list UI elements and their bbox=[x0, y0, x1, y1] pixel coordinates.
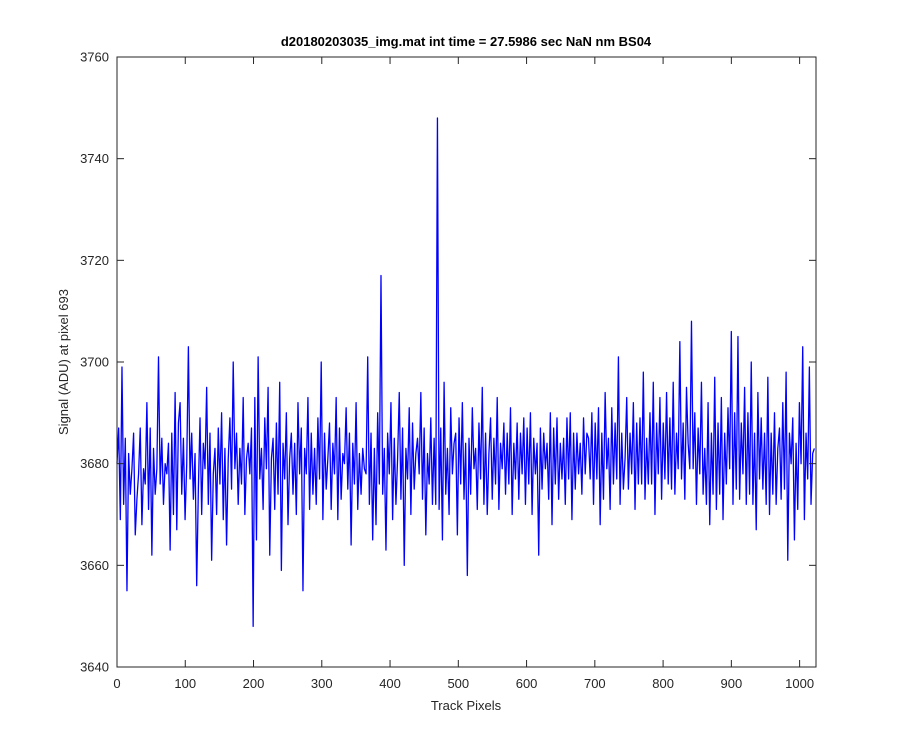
x-tick-label: 1000 bbox=[785, 676, 814, 691]
x-tick-label: 800 bbox=[652, 676, 674, 691]
x-tick-label: 0 bbox=[113, 676, 120, 691]
chart-title: d20180203035_img.mat int time = 27.5986 … bbox=[281, 34, 652, 49]
x-tick-label: 300 bbox=[311, 676, 333, 691]
y-tick-label: 3660 bbox=[80, 558, 109, 573]
y-tick-label: 3680 bbox=[80, 456, 109, 471]
x-tick-label: 400 bbox=[379, 676, 401, 691]
x-axis-label: Track Pixels bbox=[431, 698, 502, 713]
y-axis: 3640 3660 3680 3700 3720 3740 3760 bbox=[80, 50, 816, 675]
y-tick-label: 3700 bbox=[80, 355, 109, 370]
x-tick-label: 500 bbox=[447, 676, 469, 691]
axes-background bbox=[117, 57, 816, 667]
plot-area bbox=[116, 56, 817, 668]
y-tick-label: 3740 bbox=[80, 151, 109, 166]
x-axis: 0 100 200 300 400 500 600 700 800 900 1000 bbox=[113, 57, 814, 691]
y-tick-label: 3760 bbox=[80, 50, 109, 65]
x-tick-label: 700 bbox=[584, 676, 606, 691]
y-tick-label: 3640 bbox=[80, 660, 109, 675]
y-tick-label: 3720 bbox=[80, 253, 109, 268]
x-tick-label: 900 bbox=[721, 676, 743, 691]
y-axis-label: Signal (ADU) at pixel 693 bbox=[56, 289, 71, 435]
series-line bbox=[116, 117, 815, 627]
x-tick-label: 200 bbox=[243, 676, 265, 691]
x-tick-label: 600 bbox=[516, 676, 538, 691]
x-tick-label: 100 bbox=[174, 676, 196, 691]
